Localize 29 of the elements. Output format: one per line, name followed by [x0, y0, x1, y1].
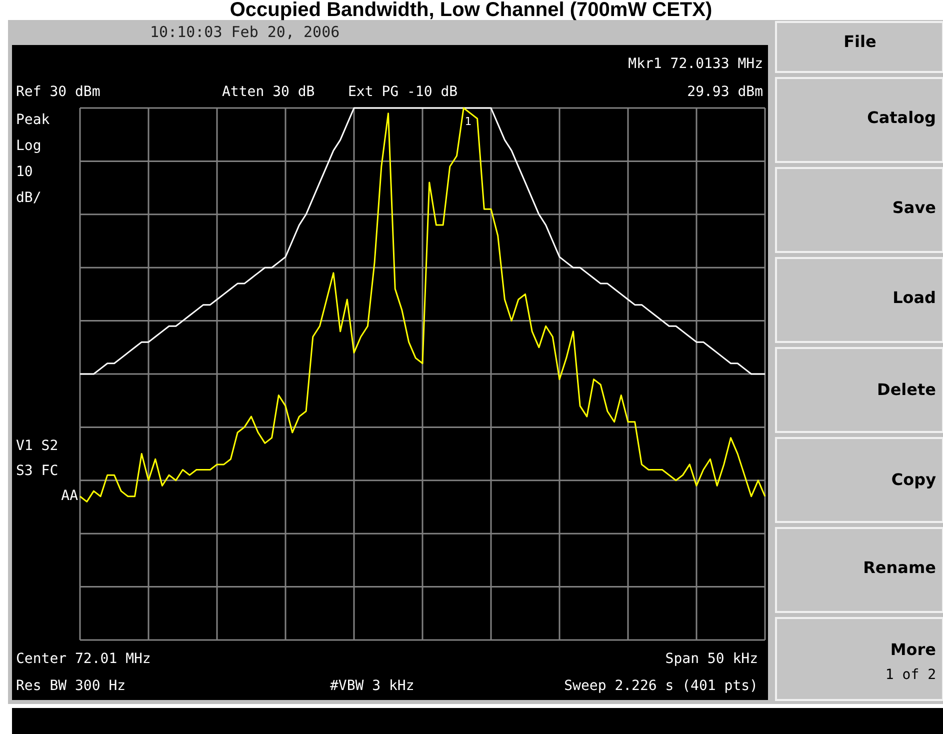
text: Delete: [877, 380, 936, 399]
text: Sweep 2.226 s (401 pts): [564, 678, 758, 694]
text: Center 72.01 MHz: [16, 651, 151, 667]
text: Ref 30 dBm: [16, 84, 100, 100]
text: 1 of 2: [885, 667, 936, 683]
text: Ext PG -10 dB: [348, 84, 458, 100]
text: Res BW 300 Hz: [16, 678, 126, 694]
text: #VBW 3 kHz: [330, 678, 414, 694]
text: V1 S2: [16, 438, 58, 454]
text: Copy: [891, 470, 937, 489]
text: Catalog: [867, 108, 936, 127]
text: Span 50 kHz: [665, 651, 758, 667]
text: 29.93 dBm: [687, 84, 763, 100]
text: Log: [16, 138, 42, 154]
text: Load: [892, 288, 936, 307]
text: Rename: [863, 558, 936, 577]
text: dB/: [16, 190, 42, 206]
text: More: [890, 640, 936, 659]
text: 10: [16, 164, 33, 180]
text: S3 FC: [16, 463, 58, 479]
chart-title: Occupied Bandwidth, Low Channel (700mW CETX): [230, 0, 712, 21]
text: Atten 30 dB: [222, 84, 315, 100]
text: Save: [892, 198, 936, 217]
text: File: [844, 32, 877, 51]
text: 10:10:03 Feb 20, 2006: [150, 23, 340, 41]
text: Mkr1 72.0133 MHz: [628, 56, 763, 72]
annotation: 1: [464, 115, 472, 128]
text: Peak: [16, 112, 50, 128]
text: AA: [61, 488, 79, 504]
